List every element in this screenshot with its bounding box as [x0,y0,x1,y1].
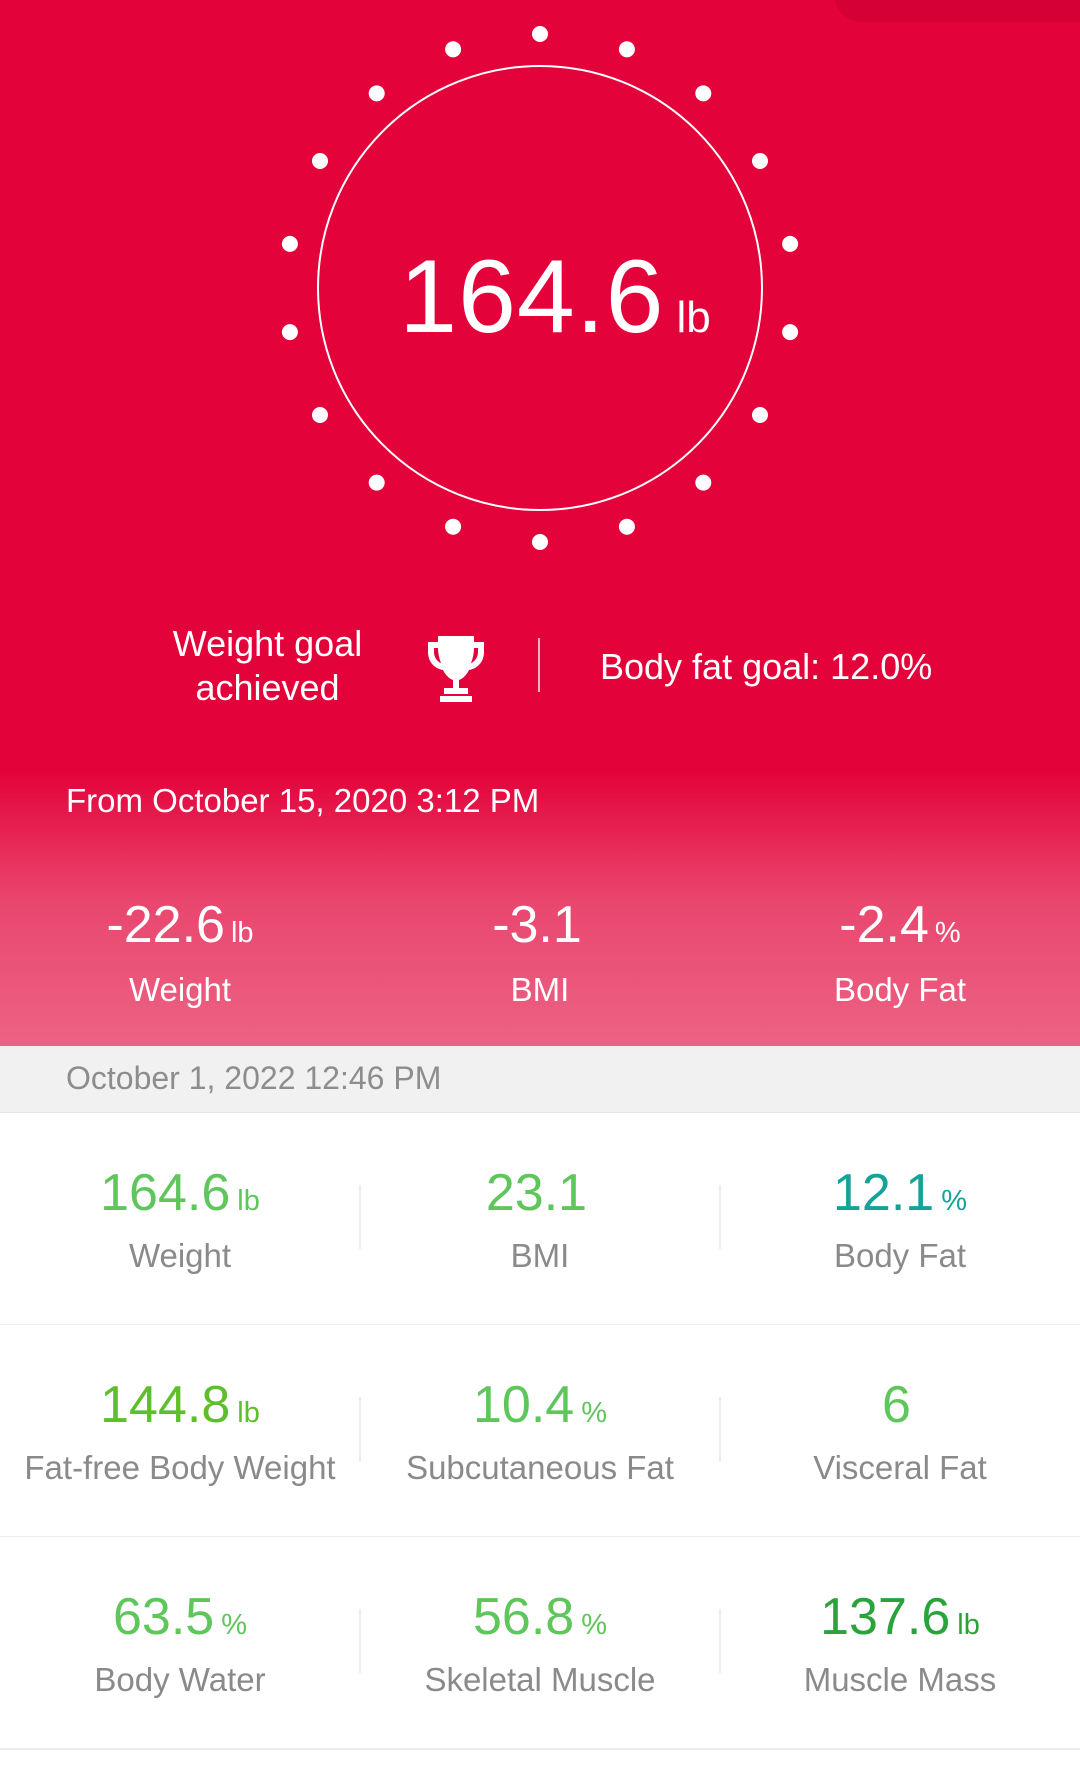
metric-label: Weight [128,1237,232,1274]
weight-change-unit: lb [230,917,254,949]
since-date: From October 15, 2020 3:12 PM [66,782,540,819]
column-divider [359,1609,361,1673]
ring-dot [695,474,712,491]
measurement-date: October 1, 2022 12:46 PM [66,1060,442,1096]
weight-change: -22.6 lb Weight [0,895,360,1009]
weight-ring [281,26,799,550]
ring-dot [695,85,712,102]
metrics-row-2: 144.8 lb Fat-free Body Weight 10.4 % Sub… [0,1325,1080,1538]
metric-value: 144.8 [100,1376,231,1434]
metric-value: 56.8 [472,1588,575,1646]
metric-label: Subcutaneous Fat [406,1449,674,1486]
metric-label: Muscle Mass [803,1661,997,1698]
ring-dot [368,474,385,491]
measurement-date-bar: October 1, 2022 12:46 PM [0,1046,1080,1113]
ring-dot [752,153,768,169]
body-fat-change-unit: % [934,917,961,949]
weight-change-value: -22.6 [106,896,225,954]
metric-label: Visceral Fat [813,1449,987,1486]
metric-label: Skeletal Muscle [424,1661,656,1698]
top-tab-corner [835,0,1080,22]
metric-skeletal-muscle[interactable]: 56.8 % Skeletal Muscle [360,1537,720,1748]
metric-unit: lb [237,1397,260,1429]
bmi-change: -3.1 BMI [360,895,720,1009]
weight-ring-circle [317,65,763,511]
ring-dot [782,324,799,341]
metric-body-fat[interactable]: 12.1 % Body Fat [720,1113,1080,1324]
metric-value: 137.6 [820,1588,951,1646]
metric-value: 23.1 [485,1164,588,1222]
metric-unit: % [581,1609,607,1641]
bmi-change-label: BMI [510,971,570,1008]
metrics-row-1: 164.6 lb Weight 23.1 BMI 12.1 % Body Fat [0,1113,1080,1326]
metric-label: Body Fat [833,1237,967,1274]
trophy-icon [428,636,484,702]
column-divider [719,1397,721,1461]
metric-unit: % [941,1185,967,1217]
metric-bmi[interactable]: 23.1 BMI [360,1113,720,1324]
ring-dots [281,26,799,550]
weight-goal-line-2: achieved [195,667,340,708]
metric-unit: % [581,1397,607,1429]
metric-label: BMI [510,1237,570,1274]
goal-divider [538,638,540,692]
metric-fat-free-body-weight[interactable]: 144.8 lb Fat-free Body Weight [0,1325,360,1536]
metric-value: 10.4 [472,1376,575,1434]
ring-dot [312,407,328,423]
bmi-change-value: -3.1 [492,896,582,954]
metric-unit: lb [237,1185,260,1217]
ring-dot [312,153,328,169]
column-divider [719,1609,721,1673]
metric-unit: lb [957,1609,980,1641]
weight-goal-status: Weight goal achieved [150,622,385,710]
metric-value: 12.1 [832,1164,935,1222]
current-weight-unit: lb [676,293,711,342]
ring-dot [752,407,768,423]
ring-dot [445,41,462,58]
metric-value: 164.6 [100,1164,231,1222]
summary-hero: 164.6 lb Weight goal achieved Body fat g… [0,0,1080,1046]
body-fat-change-value: -2.4 [839,896,929,954]
metrics-row-3: 63.5 % Body Water 56.8 % Skeletal Muscle… [0,1537,1080,1750]
body-fat-change-label: Body Fat [833,971,967,1008]
current-weight-value: 164.6 [399,239,665,355]
metric-label: Body Water [94,1661,266,1698]
column-divider [359,1397,361,1461]
body-fat-change: -2.4 % Body Fat [720,895,1080,1009]
metric-visceral-fat[interactable]: 6 Visceral Fat [720,1325,1080,1536]
ring-dot [618,41,635,58]
ring-dot [368,85,385,102]
metric-unit: % [221,1609,247,1641]
metric-label: Fat-free Body Weight [24,1449,336,1486]
body-fat-goal: Body fat goal: 12.0% [600,646,933,687]
ring-dot [782,235,799,252]
ring-dot [281,324,298,341]
ring-dot [532,26,548,42]
ring-dot [445,518,462,535]
column-divider [719,1185,721,1249]
weight-change-label: Weight [128,971,232,1008]
metric-weight[interactable]: 164.6 lb Weight [0,1113,360,1324]
column-divider [359,1185,361,1249]
ring-dot [532,534,548,550]
weight-goal-line-1: Weight goal [172,623,363,664]
metric-subcutaneous-fat[interactable]: 10.4 % Subcutaneous Fat [360,1325,720,1536]
ring-dot [281,235,298,252]
metric-value: 63.5 [112,1588,215,1646]
current-weight-display: 164.6 lb [385,238,725,358]
ring-dot [618,518,635,535]
metric-body-water[interactable]: 63.5 % Body Water [0,1537,360,1748]
metric-muscle-mass[interactable]: 137.6 lb Muscle Mass [720,1537,1080,1748]
metric-value: 6 [882,1376,911,1434]
